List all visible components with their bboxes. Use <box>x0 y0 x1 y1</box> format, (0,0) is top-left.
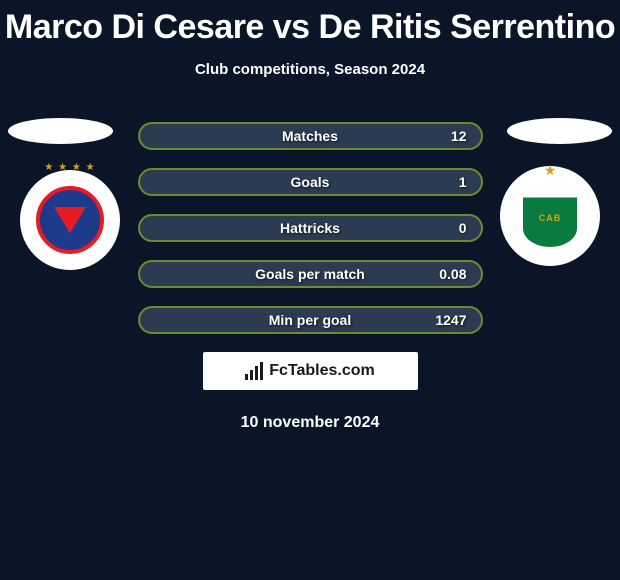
stat-label: Goals per match <box>255 266 365 282</box>
ellipse-right <box>507 118 612 144</box>
stat-row: Min per goal 1247 <box>138 306 483 334</box>
team-badge-right: ★ CAB <box>500 166 600 266</box>
stars-icon: ★ ★ ★ ★ <box>44 162 95 173</box>
star-icon: ★ <box>544 162 557 179</box>
team-crest-right: ★ CAB <box>515 176 585 256</box>
team-badge-left: ★ ★ ★ ★ <box>20 170 120 270</box>
stat-value: 1247 <box>435 312 466 328</box>
stat-label: Min per goal <box>269 312 351 328</box>
comparison-panel: ★ ★ ★ ★ ★ CAB Matches 12 Goals 1 Hattric… <box>0 118 620 432</box>
stat-rows: Matches 12 Goals 1 Hattricks 0 Goals per… <box>138 118 483 334</box>
ellipse-left <box>8 118 113 144</box>
subtitle: Club competitions, Season 2024 <box>0 61 620 78</box>
stat-label: Goals <box>291 174 330 190</box>
pennant-icon <box>54 207 86 233</box>
stat-value: 0.08 <box>439 266 466 282</box>
stat-row: Goals 1 <box>138 168 483 196</box>
stat-label: Matches <box>282 128 338 144</box>
stat-value: 12 <box>451 128 467 144</box>
brand-link[interactable]: FcTables.com <box>203 352 418 390</box>
chart-icon <box>245 362 263 380</box>
stat-row: Goals per match 0.08 <box>138 260 483 288</box>
team-crest-left: ★ ★ ★ ★ <box>36 186 104 254</box>
stat-row: Hattricks 0 <box>138 214 483 242</box>
stat-row: Matches 12 <box>138 122 483 150</box>
date-text: 10 november 2024 <box>0 414 620 432</box>
page-title: Marco Di Cesare vs De Ritis Serrentino <box>0 0 620 47</box>
stat-value: 1 <box>459 174 467 190</box>
brand-text: FcTables.com <box>269 362 375 380</box>
shield-icon: CAB <box>523 185 577 247</box>
stat-label: Hattricks <box>280 220 340 236</box>
stat-value: 0 <box>459 220 467 236</box>
shield-abbr: CAB <box>539 213 562 223</box>
